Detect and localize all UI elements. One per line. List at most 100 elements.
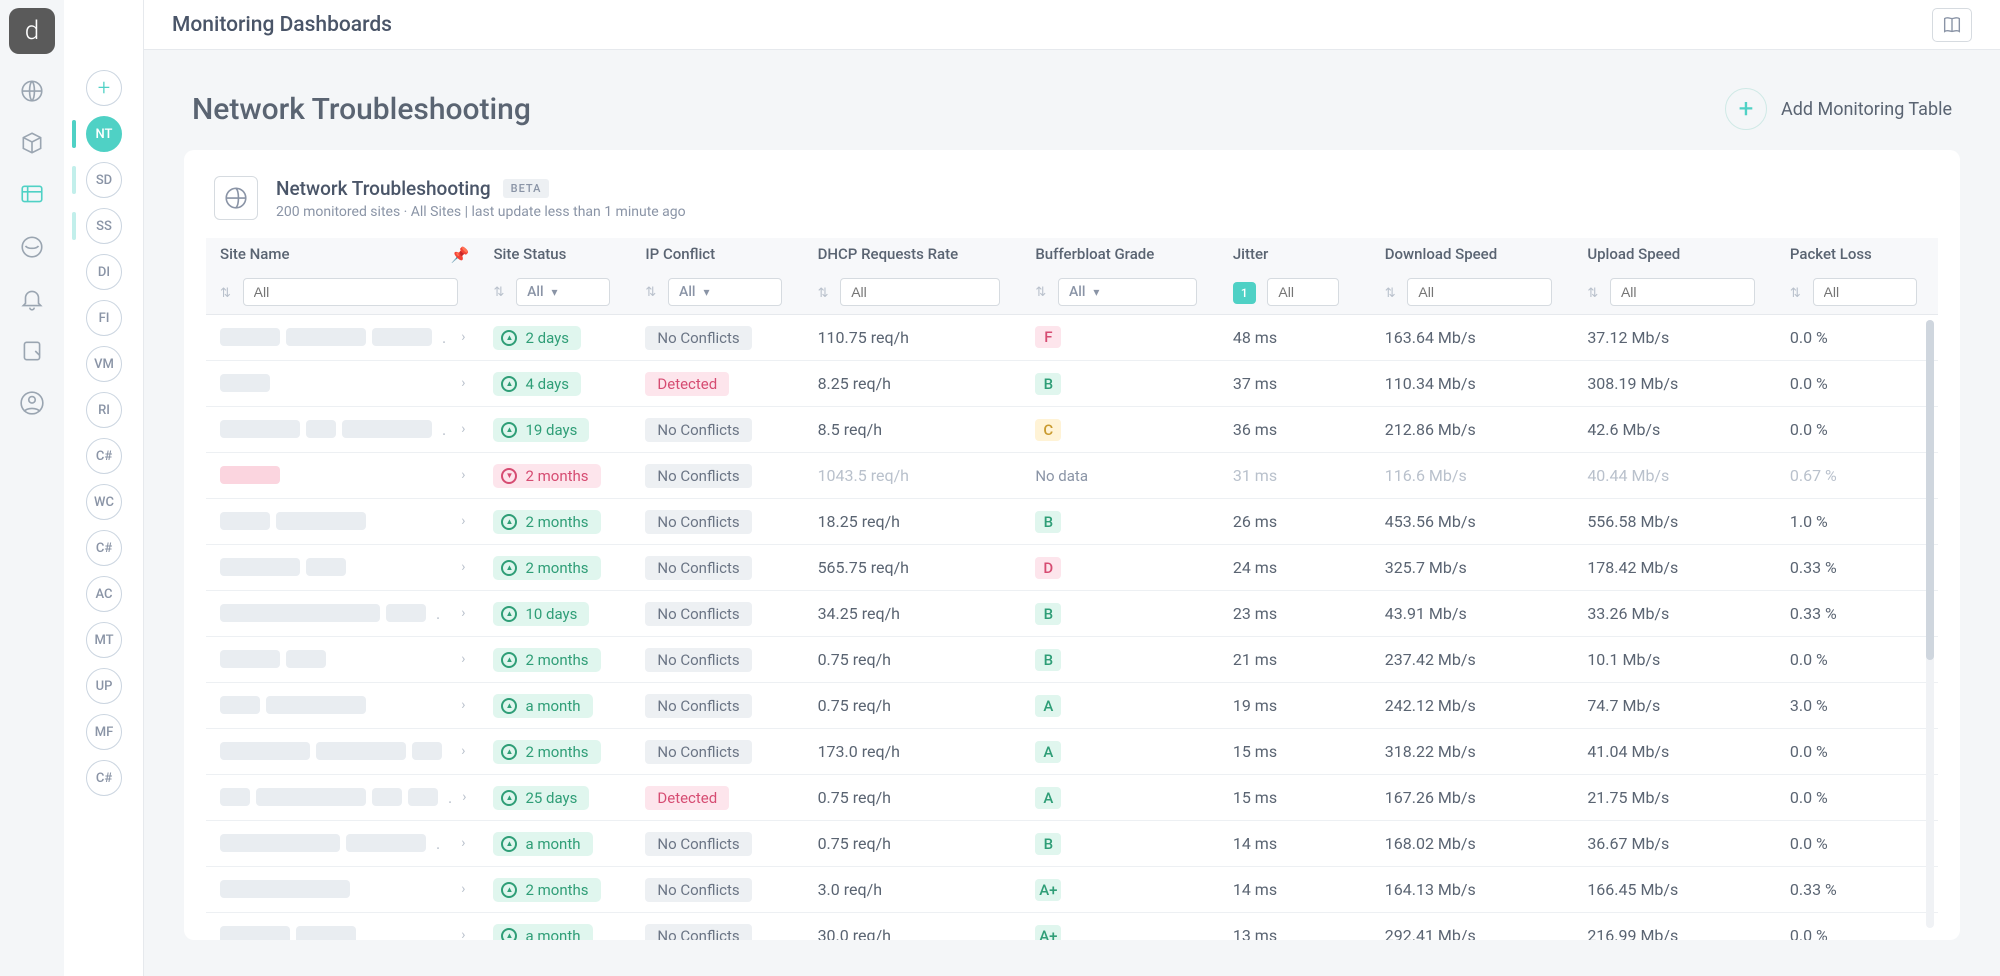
ip-chip: No Conflicts [645, 740, 751, 764]
cell-status: a month [479, 683, 631, 729]
cell-site-name: › [206, 913, 479, 941]
col-bufferbloat[interactable]: Bufferbloat Grade [1021, 238, 1219, 270]
chevron-right-icon[interactable]: › [461, 421, 465, 437]
table-row[interactable]: ›2 monthsNo Conflicts1043.5 req/hNo data… [206, 453, 1938, 499]
sort-icon[interactable]: ⇅ [818, 286, 829, 301]
status-arrow-icon [501, 514, 517, 530]
filter-packet-loss[interactable] [1813, 278, 1917, 306]
chevron-right-icon[interactable]: › [461, 697, 465, 713]
card-icon[interactable] [214, 176, 258, 220]
chevron-right-icon[interactable]: › [461, 743, 465, 759]
dashboard-avatar[interactable]: FI [64, 300, 143, 336]
cell-ip: No Conflicts [631, 683, 803, 729]
table-row[interactable]: ›2 monthsNo Conflicts18.25 req/hB26 ms45… [206, 499, 1938, 545]
table-row[interactable]: ›2 monthsNo Conflicts0.75 req/hB21 ms237… [206, 637, 1938, 683]
col-dhcp[interactable]: DHCP Requests Rate [804, 238, 1022, 270]
table-row[interactable]: .›19 daysNo Conflicts8.5 req/hC36 ms212.… [206, 407, 1938, 453]
table-row[interactable]: .›2 daysNo Conflicts110.75 req/hF48 ms16… [206, 314, 1938, 361]
redacted-name [306, 558, 346, 576]
dashboard-avatar[interactable]: MT [64, 622, 143, 658]
app-logo[interactable]: d [9, 8, 55, 54]
sort-icon[interactable]: ⇅ [493, 285, 504, 300]
report-icon[interactable] [17, 336, 47, 366]
chevron-right-icon[interactable]: › [461, 927, 465, 940]
table-row[interactable]: ›a monthNo Conflicts30.0 req/hA+13 ms292… [206, 913, 1938, 941]
table-row[interactable]: ›4 daysDetected8.25 req/hB37 ms110.34 Mb… [206, 361, 1938, 407]
table-row[interactable]: .›a monthNo Conflicts0.75 req/hB14 ms168… [206, 821, 1938, 867]
dashboard-avatar[interactable]: C# [64, 760, 143, 796]
cube-icon[interactable] [17, 128, 47, 158]
sort-icon[interactable]: ⇅ [1035, 285, 1046, 300]
col-site-name[interactable]: Site Name 📌 [206, 238, 479, 270]
filter-upload[interactable] [1610, 278, 1755, 306]
table-row[interactable]: ›2 monthsNo Conflicts565.75 req/hD24 ms3… [206, 545, 1938, 591]
col-upload[interactable]: Upload Speed [1573, 238, 1776, 270]
table-row[interactable]: ›a monthNo Conflicts0.75 req/hA19 ms242.… [206, 683, 1938, 729]
status-chip: a month [493, 832, 592, 856]
filter-ip-conflict[interactable]: All [668, 278, 782, 306]
dashboard-avatar[interactable]: AC [64, 576, 143, 612]
scrollbar-thumb[interactable] [1926, 320, 1934, 660]
chevron-right-icon[interactable]: › [461, 513, 465, 529]
add-dashboard[interactable]: + [64, 70, 143, 106]
dashboard-avatar[interactable]: DI [64, 254, 143, 290]
sort-icon[interactable]: ⇅ [1587, 286, 1598, 301]
bell-icon[interactable] [17, 284, 47, 314]
dashboard-avatar[interactable]: RI [64, 392, 143, 428]
table-row[interactable]: .›25 daysDetected0.75 req/hA15 ms167.26 … [206, 775, 1938, 821]
user-icon[interactable] [17, 388, 47, 418]
chevron-right-icon[interactable]: › [461, 651, 465, 667]
dashboard-icon[interactable] [17, 180, 47, 210]
filter-dhcp[interactable] [840, 278, 1000, 306]
status-chip: 2 months [493, 740, 600, 764]
dashboard-avatar[interactable]: C# [64, 530, 143, 566]
sort-icon[interactable]: ⇅ [1790, 286, 1801, 301]
sort-active-icon[interactable]: 1 [1233, 282, 1256, 304]
docs-button[interactable] [1932, 8, 1972, 42]
filter-jitter[interactable] [1267, 278, 1339, 306]
sort-icon[interactable]: ⇅ [1385, 286, 1396, 301]
avatar-initials: NT [86, 116, 122, 152]
filter-download[interactable] [1407, 278, 1552, 306]
col-download[interactable]: Download Speed [1371, 238, 1574, 270]
scrollbar[interactable] [1926, 320, 1934, 928]
chevron-right-icon[interactable]: › [461, 881, 465, 897]
dashboard-avatar[interactable]: MF [64, 714, 143, 750]
avatar-initials: MF [86, 714, 122, 750]
dashboard-avatar[interactable]: VM [64, 346, 143, 382]
table-row[interactable]: ›2 monthsNo Conflicts3.0 req/hA+14 ms164… [206, 867, 1938, 913]
globe-icon[interactable] [17, 76, 47, 106]
sort-icon[interactable]: ⇅ [220, 286, 231, 301]
filter-site-status[interactable]: All [516, 278, 610, 306]
chevron-right-icon[interactable]: › [461, 375, 465, 391]
col-site-status[interactable]: Site Status [479, 238, 631, 270]
eye-icon[interactable] [17, 232, 47, 262]
pin-icon[interactable]: 📌 [451, 246, 470, 264]
add-monitoring-table-button[interactable]: + Add Monitoring Table [1725, 88, 1952, 130]
filter-bufferbloat[interactable]: All [1058, 278, 1198, 306]
chevron-right-icon[interactable]: › [461, 467, 465, 483]
dashboard-avatar[interactable]: WC [64, 484, 143, 520]
dashboard-avatar[interactable]: UP [64, 668, 143, 704]
filter-site-name[interactable] [243, 278, 458, 306]
chevron-right-icon[interactable]: › [461, 329, 465, 345]
grade-badge: A [1035, 787, 1061, 809]
dashboard-avatar[interactable]: NT [64, 116, 143, 152]
cell-upload: 166.45 Mb/s [1573, 867, 1776, 913]
dashboard-avatar[interactable]: SS [64, 208, 143, 244]
table-row[interactable]: ›2 monthsNo Conflicts173.0 req/hA15 ms31… [206, 729, 1938, 775]
col-packet-loss[interactable]: Packet Loss [1776, 238, 1938, 270]
col-ip-conflict[interactable]: IP Conflict [631, 238, 803, 270]
table-row[interactable]: .›10 daysNo Conflicts34.25 req/hB23 ms43… [206, 591, 1938, 637]
sort-icon[interactable]: ⇅ [645, 285, 656, 300]
col-jitter[interactable]: Jitter [1219, 238, 1371, 270]
dashboard-avatar[interactable]: C# [64, 438, 143, 474]
overflow-dots: . [442, 420, 446, 439]
chevron-right-icon[interactable]: › [461, 605, 465, 621]
grade-badge: B [1035, 833, 1061, 855]
chevron-right-icon[interactable]: › [462, 789, 466, 805]
dashboard-avatar[interactable]: SD [64, 162, 143, 198]
grade-badge: C [1035, 419, 1061, 441]
chevron-right-icon[interactable]: › [461, 559, 465, 575]
chevron-right-icon[interactable]: › [461, 835, 465, 851]
